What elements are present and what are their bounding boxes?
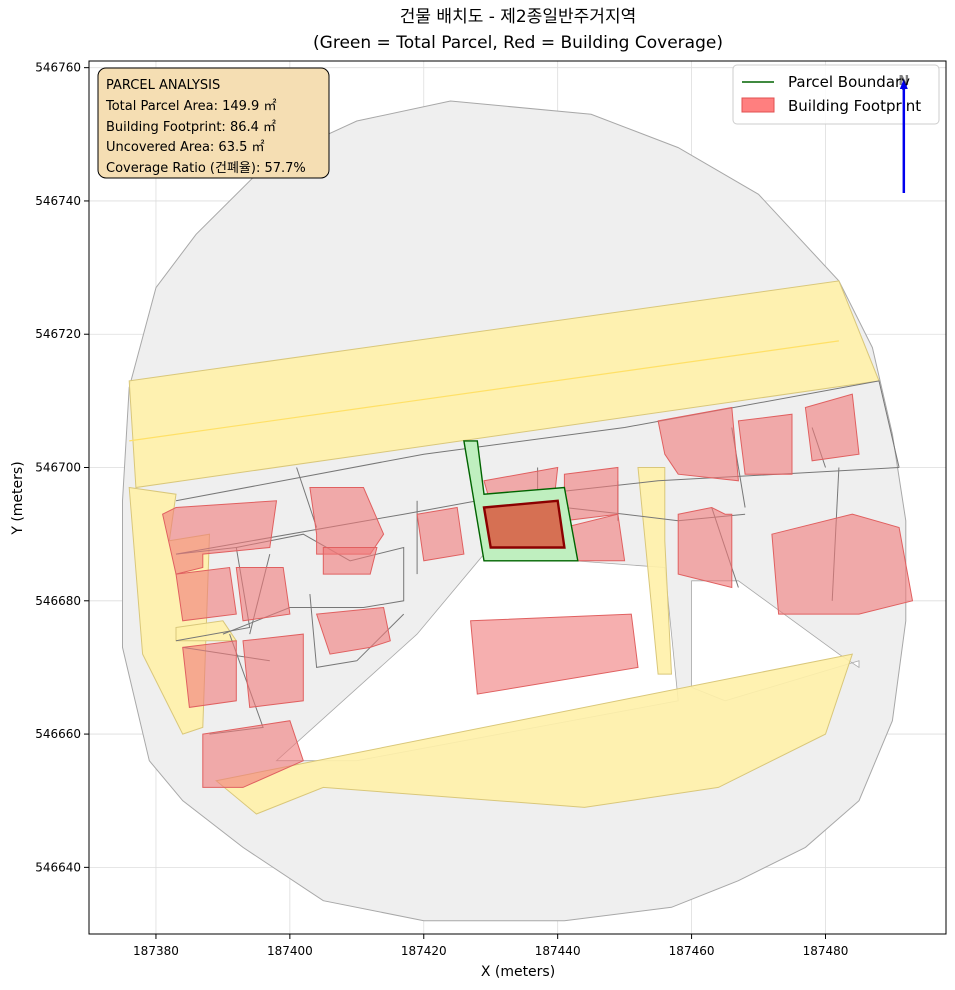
x-tick-label: 187460: [669, 944, 715, 958]
x-tick-label: 187440: [535, 944, 581, 958]
building-footprint: [235, 567, 291, 622]
plot-frame: [88, 60, 947, 935]
info-box-line: Uncovered Area: 63.5 ㎡: [106, 140, 265, 155]
north-arrow-label: N: [898, 74, 909, 89]
building-footprint: [470, 613, 639, 695]
info-box-line: Coverage Ratio (건폐율): 57.7%: [106, 161, 306, 176]
building-footprint: [202, 720, 304, 788]
building-footprint: [182, 640, 237, 708]
building-footprint: [771, 513, 914, 615]
info-box: PARCEL ANALYSIS Total Parcel Area: 149.9…: [97, 67, 330, 179]
building-footprint: [242, 633, 304, 708]
info-box-line: Building Footprint: 86.4 ㎡: [106, 120, 276, 135]
building-footprint: [737, 413, 793, 475]
building-footprint: [563, 466, 619, 522]
y-axis-ticks: 546640 546660 546680 546700 546720 546740 5467…: [35, 61, 89, 874]
building-footprint: [162, 500, 278, 575]
y-axis-label: Y (meters): [10, 461, 26, 535]
x-tick-label: 187380: [133, 944, 179, 958]
y-tick-label: 546640: [35, 860, 81, 874]
map-layers: [122, 100, 914, 922]
x-tick-label: 187400: [267, 944, 313, 958]
building-footprint: [175, 566, 237, 622]
y-tick-label: 546700: [35, 461, 81, 475]
target-building: [482, 499, 566, 549]
x-axis-label: X (meters): [481, 964, 555, 980]
parcel-line: [309, 594, 357, 668]
north-arrow: N: [898, 74, 909, 193]
building-footprint: [657, 406, 739, 482]
x-axis-ticks: 187380 187400 187420 187440 187460 187480: [133, 934, 848, 958]
parcel-line: [222, 533, 405, 635]
building-footprint: [315, 606, 391, 655]
north-arrow-head: [899, 78, 908, 89]
building-footprint: [322, 547, 378, 575]
building-footprint: [804, 393, 860, 462]
info-box-background: [97, 67, 330, 179]
legend: Parcel Boundary Building Footprint: [732, 64, 940, 125]
legend-building-label: Building Footprint: [788, 97, 921, 115]
chart-title: 건물 배치도 - 제2종일반주거지역: [400, 7, 636, 27]
y-tick-label: 546660: [35, 727, 81, 741]
y-tick-label: 546680: [35, 594, 81, 608]
legend-parcel-label: Parcel Boundary: [788, 73, 910, 91]
parcel-line: [296, 467, 318, 528]
road: [215, 653, 854, 815]
info-box-line: PARCEL ANALYSIS: [106, 78, 220, 93]
building-footprint: [416, 506, 465, 562]
info-box-line: Total Parcel Area: 149.9 ㎡: [105, 99, 276, 114]
chart-subtitle: (Green = Total Parcel, Red = Building Co…: [313, 33, 723, 53]
parcel-line: [175, 380, 900, 502]
y-tick-label: 546720: [35, 327, 81, 341]
x-tick-label: 187480: [803, 944, 849, 958]
y-tick-label: 546760: [35, 61, 81, 75]
legend-building-swatch: [741, 97, 775, 113]
road-centerline: [129, 340, 839, 442]
building-footprint: [677, 506, 733, 589]
x-tick-label: 187420: [401, 944, 447, 958]
legend-frame: [732, 64, 940, 125]
y-tick-label: 546740: [35, 194, 81, 208]
